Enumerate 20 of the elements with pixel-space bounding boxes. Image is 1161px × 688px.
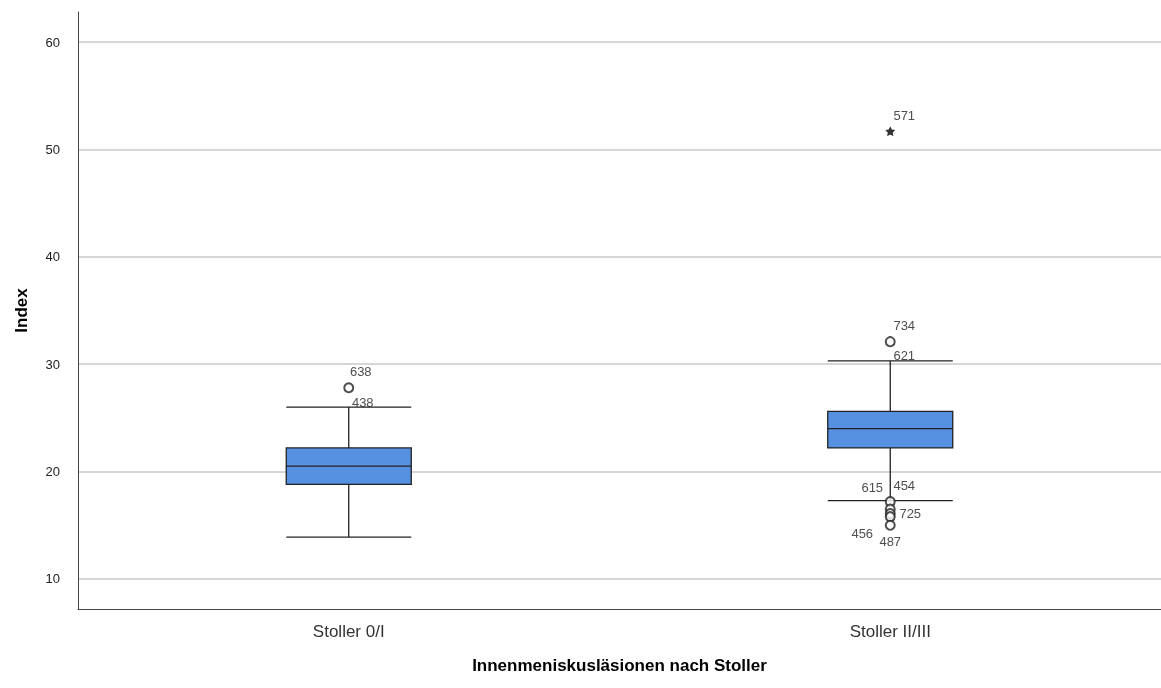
y-tick-label: 30 <box>45 356 60 372</box>
y-tick-label: 20 <box>45 464 60 480</box>
annotation: 615 <box>861 480 884 496</box>
y-axis-title: Index <box>12 287 31 333</box>
y-tick-label: 10 <box>45 571 60 587</box>
y-tick-label: 40 <box>45 249 60 265</box>
y-tick-label: 60 <box>45 34 60 50</box>
x-axis-title: Innenmeniskusläsionen nach Stoller <box>472 656 768 675</box>
annotation: 438 <box>351 394 374 410</box>
annotation: 571 <box>893 107 916 123</box>
annotation: 638 <box>349 364 372 380</box>
x-tick-label: Stoller 0/I <box>312 622 385 641</box>
y-tick-label: 50 <box>45 141 60 157</box>
annotation: 621 <box>893 348 916 364</box>
annotation: 487 <box>879 533 902 549</box>
annotation: 734 <box>893 318 916 334</box>
annotation: 456 <box>851 525 874 541</box>
x-tick-label: Stoller II/III <box>849 622 931 641</box>
annotation: 725 <box>899 505 922 521</box>
annotation: 454 <box>893 478 916 494</box>
